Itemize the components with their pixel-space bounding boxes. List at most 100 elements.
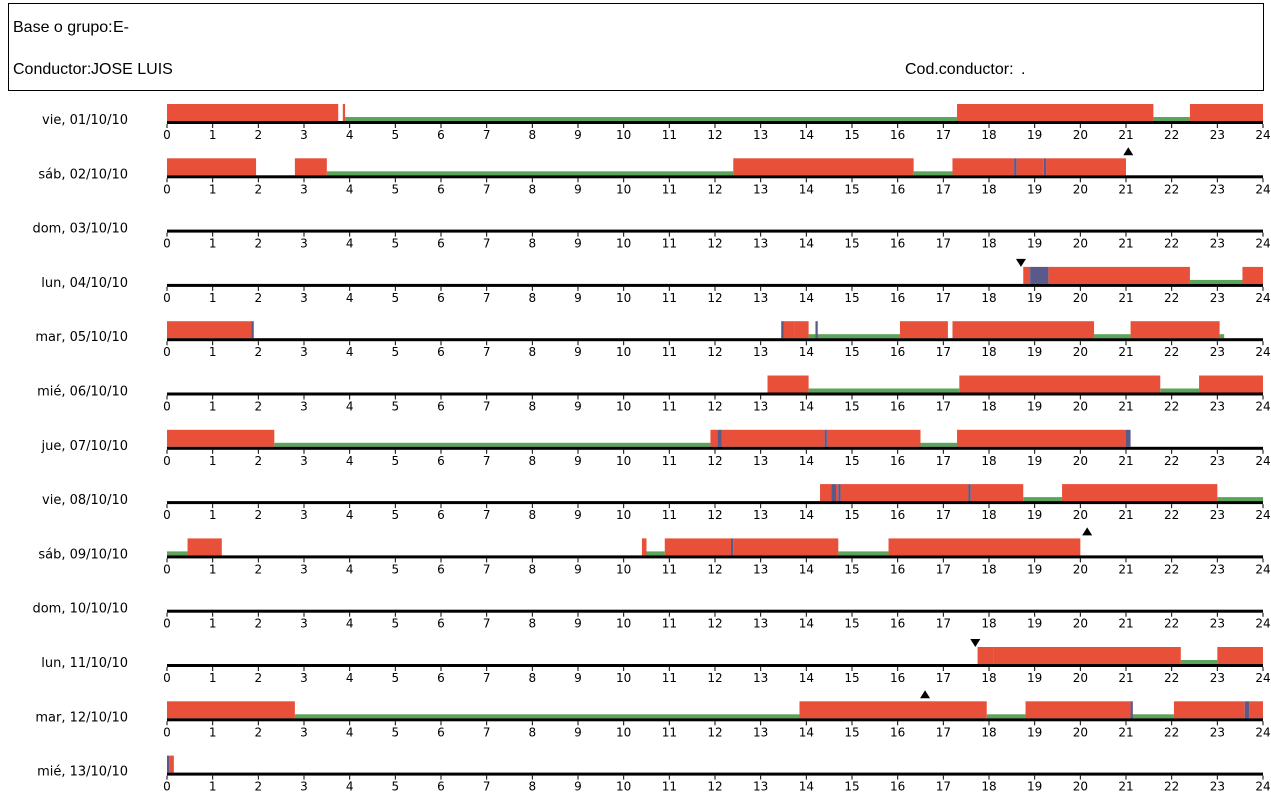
tick-label: 22 — [1164, 128, 1179, 142]
tick-label: 22 — [1164, 780, 1179, 794]
tick-label: 3 — [300, 454, 308, 468]
tick-label: 7 — [483, 400, 491, 414]
tick-label: 18 — [981, 780, 996, 794]
tick-label: 12 — [707, 345, 722, 359]
driving-segment — [952, 321, 1095, 339]
tick-label: 14 — [799, 562, 814, 576]
tick-label: 10 — [616, 780, 631, 794]
tick-label: 5 — [392, 128, 400, 142]
other-activity-segment — [838, 484, 841, 502]
tick-label: 22 — [1164, 562, 1179, 576]
rest-segment — [1023, 497, 1063, 502]
tick-label: 15 — [844, 562, 859, 576]
tick-label: 20 — [1073, 725, 1088, 739]
other-activity-segment — [1244, 701, 1250, 719]
tick-label: 10 — [616, 562, 631, 576]
tick-label: 20 — [1073, 454, 1088, 468]
tick-label: 16 — [890, 562, 905, 576]
tick-label: 1 — [209, 345, 217, 359]
time-axis — [167, 501, 1263, 505]
tick-label: 8 — [529, 345, 537, 359]
tick-label: 9 — [574, 128, 582, 142]
tick-label: 23 — [1210, 345, 1225, 359]
tick-label: 0 — [163, 345, 171, 359]
tick-label: 8 — [529, 182, 537, 196]
tick-label: 18 — [981, 508, 996, 522]
tick-label: 5 — [392, 454, 400, 468]
tick-label: 16 — [890, 345, 905, 359]
tick-label: 6 — [437, 182, 445, 196]
tick-label: 20 — [1073, 291, 1088, 305]
tick-label: 19 — [1027, 345, 1042, 359]
tick-label: 17 — [936, 182, 951, 196]
tick-label: 24 — [1255, 291, 1270, 305]
tick-label: 2 — [255, 182, 263, 196]
day-label: lun, 04/10/10 — [41, 276, 128, 291]
day-label: mié, 06/10/10 — [37, 385, 128, 400]
tick-label: 15 — [844, 780, 859, 794]
tick-label: 7 — [483, 671, 491, 685]
time-axis — [167, 609, 1263, 613]
tick-label: 12 — [707, 562, 722, 576]
tick-label: 5 — [392, 562, 400, 576]
tick-label: 6 — [437, 345, 445, 359]
tick-label: 2 — [255, 725, 263, 739]
tick-label: 16 — [890, 617, 905, 631]
tick-label: 9 — [574, 671, 582, 685]
tick-label: 3 — [300, 562, 308, 576]
tick-label: 21 — [1118, 237, 1133, 251]
marker-up-icon — [1123, 147, 1134, 156]
tick-label: 23 — [1210, 454, 1225, 468]
tick-label: 0 — [163, 617, 171, 631]
tick-label: 19 — [1027, 182, 1042, 196]
tick-label: 4 — [346, 182, 354, 196]
tick-label: 17 — [936, 400, 951, 414]
tick-label: 1 — [209, 671, 217, 685]
tick-label: 5 — [392, 237, 400, 251]
tick-label: 10 — [616, 617, 631, 631]
tick-label: 12 — [707, 182, 722, 196]
tick-label: 9 — [574, 237, 582, 251]
tick-label: 1 — [209, 182, 217, 196]
tick-label: 12 — [707, 454, 722, 468]
rest-segment — [838, 551, 889, 556]
tick-label: 7 — [483, 508, 491, 522]
tick-label: 19 — [1027, 400, 1042, 414]
other-activity-segment — [1130, 701, 1133, 719]
tick-label: 11 — [662, 725, 677, 739]
tick-label: 16 — [890, 780, 905, 794]
tick-label: 21 — [1118, 128, 1133, 142]
driving-segment — [977, 647, 994, 664]
tick-label: 10 — [616, 291, 631, 305]
driving-segment — [167, 104, 339, 121]
tick-label: 16 — [890, 725, 905, 739]
driving-segment — [1249, 701, 1263, 719]
tick-label: 6 — [437, 725, 445, 739]
tick-label: 21 — [1118, 562, 1133, 576]
tick-label: 11 — [662, 182, 677, 196]
rest-segment — [345, 117, 958, 121]
time-axis — [167, 283, 1263, 287]
tick-label: 2 — [255, 454, 263, 468]
tick-label: 1 — [209, 617, 217, 631]
tick-label: 14 — [799, 617, 814, 631]
other-activity-segment — [1043, 158, 1047, 176]
tick-label: 3 — [300, 508, 308, 522]
other-activity-segment — [167, 755, 170, 773]
tick-label: 7 — [483, 182, 491, 196]
tick-label: 11 — [662, 508, 677, 522]
tick-label: 8 — [529, 454, 537, 468]
tick-label: 3 — [300, 725, 308, 739]
day-label: vie, 08/10/10 — [42, 493, 128, 508]
tick-label: 23 — [1210, 617, 1225, 631]
tick-label: 4 — [346, 780, 354, 794]
tick-label: 17 — [936, 671, 951, 685]
driving-segment — [899, 321, 948, 339]
driving-segment — [733, 158, 914, 176]
tick-label: 1 — [209, 562, 217, 576]
tick-label: 3 — [300, 400, 308, 414]
tick-label: 19 — [1027, 128, 1042, 142]
tick-label: 18 — [981, 562, 996, 576]
tick-label: 11 — [662, 780, 677, 794]
tick-label: 13 — [753, 671, 768, 685]
